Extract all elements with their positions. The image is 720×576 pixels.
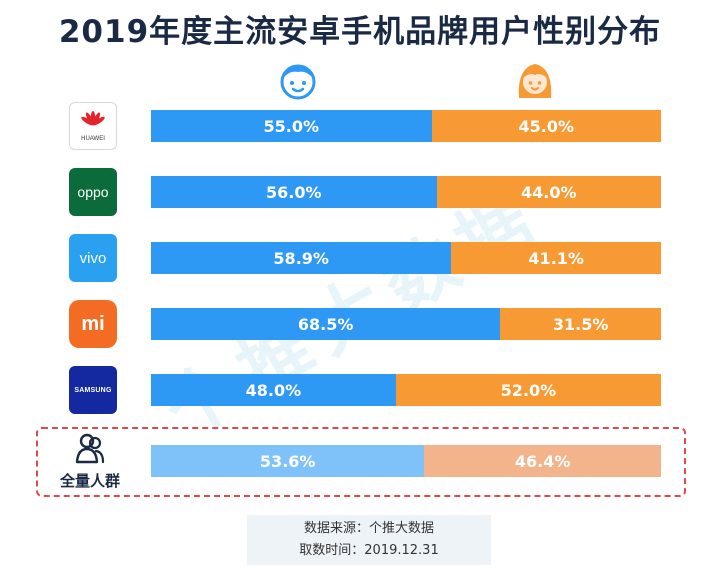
people-group-icon [75,433,105,464]
bar-male-oppo: 56.0% [151,176,437,208]
bar-male-vivo: 58.9% [151,242,452,274]
bar-female-xiaomi: 31.5% [500,308,661,340]
brand-row-xiaomi: mi 68.5% 31.5% [0,294,720,354]
boy-face-icon [280,64,316,100]
bar-male-total: 53.6% [151,445,425,477]
total-label: 全量人群 [59,472,120,490]
svg-text:HUAWEI: HUAWEI [81,136,105,142]
source-line: 数据来源：个推大数据 [303,521,434,536]
vivo-logo-icon: vivo [69,234,117,282]
bar-male-samsung: 48.0% [151,374,396,406]
girl-face-icon [518,64,552,98]
date-line: 取数时间：2019.12.31 [299,543,439,558]
brand-row-vivo: vivo 58.9% 41.1% [0,228,720,288]
brand-row-samsung: SAMSUNG 48.0% 52.0% [0,360,720,420]
bar-female-oppo: 44.0% [436,176,661,208]
bar-female-total: 46.4% [424,445,661,477]
bar-female-huawei: 45.0% [431,110,661,142]
oppo-logo-icon: oppo [69,168,117,216]
data-source-box: 数据来源：个推大数据 取数时间：2019.12.31 [247,515,491,565]
bar-female-samsung: 52.0% [395,374,661,406]
total-highlight-box [36,427,686,497]
samsung-logo-icon: SAMSUNG [69,366,117,414]
bar-female-vivo: 41.1% [451,242,661,274]
bar-male-xiaomi: 68.5% [151,308,501,340]
brand-row-huawei: HUAWEI 55.0% 45.0% [0,96,720,156]
bar-total: 53.6% 46.4% [151,445,661,477]
bar-male-huawei: 55.0% [151,110,432,142]
huawei-logo-icon: HUAWEI [69,102,117,150]
chart-title: 2019年度主流安卓手机品牌用户性别分布 [58,14,662,50]
xiaomi-logo-icon: mi [69,300,117,348]
brand-row-oppo: oppo 56.0% 44.0% [0,162,720,222]
